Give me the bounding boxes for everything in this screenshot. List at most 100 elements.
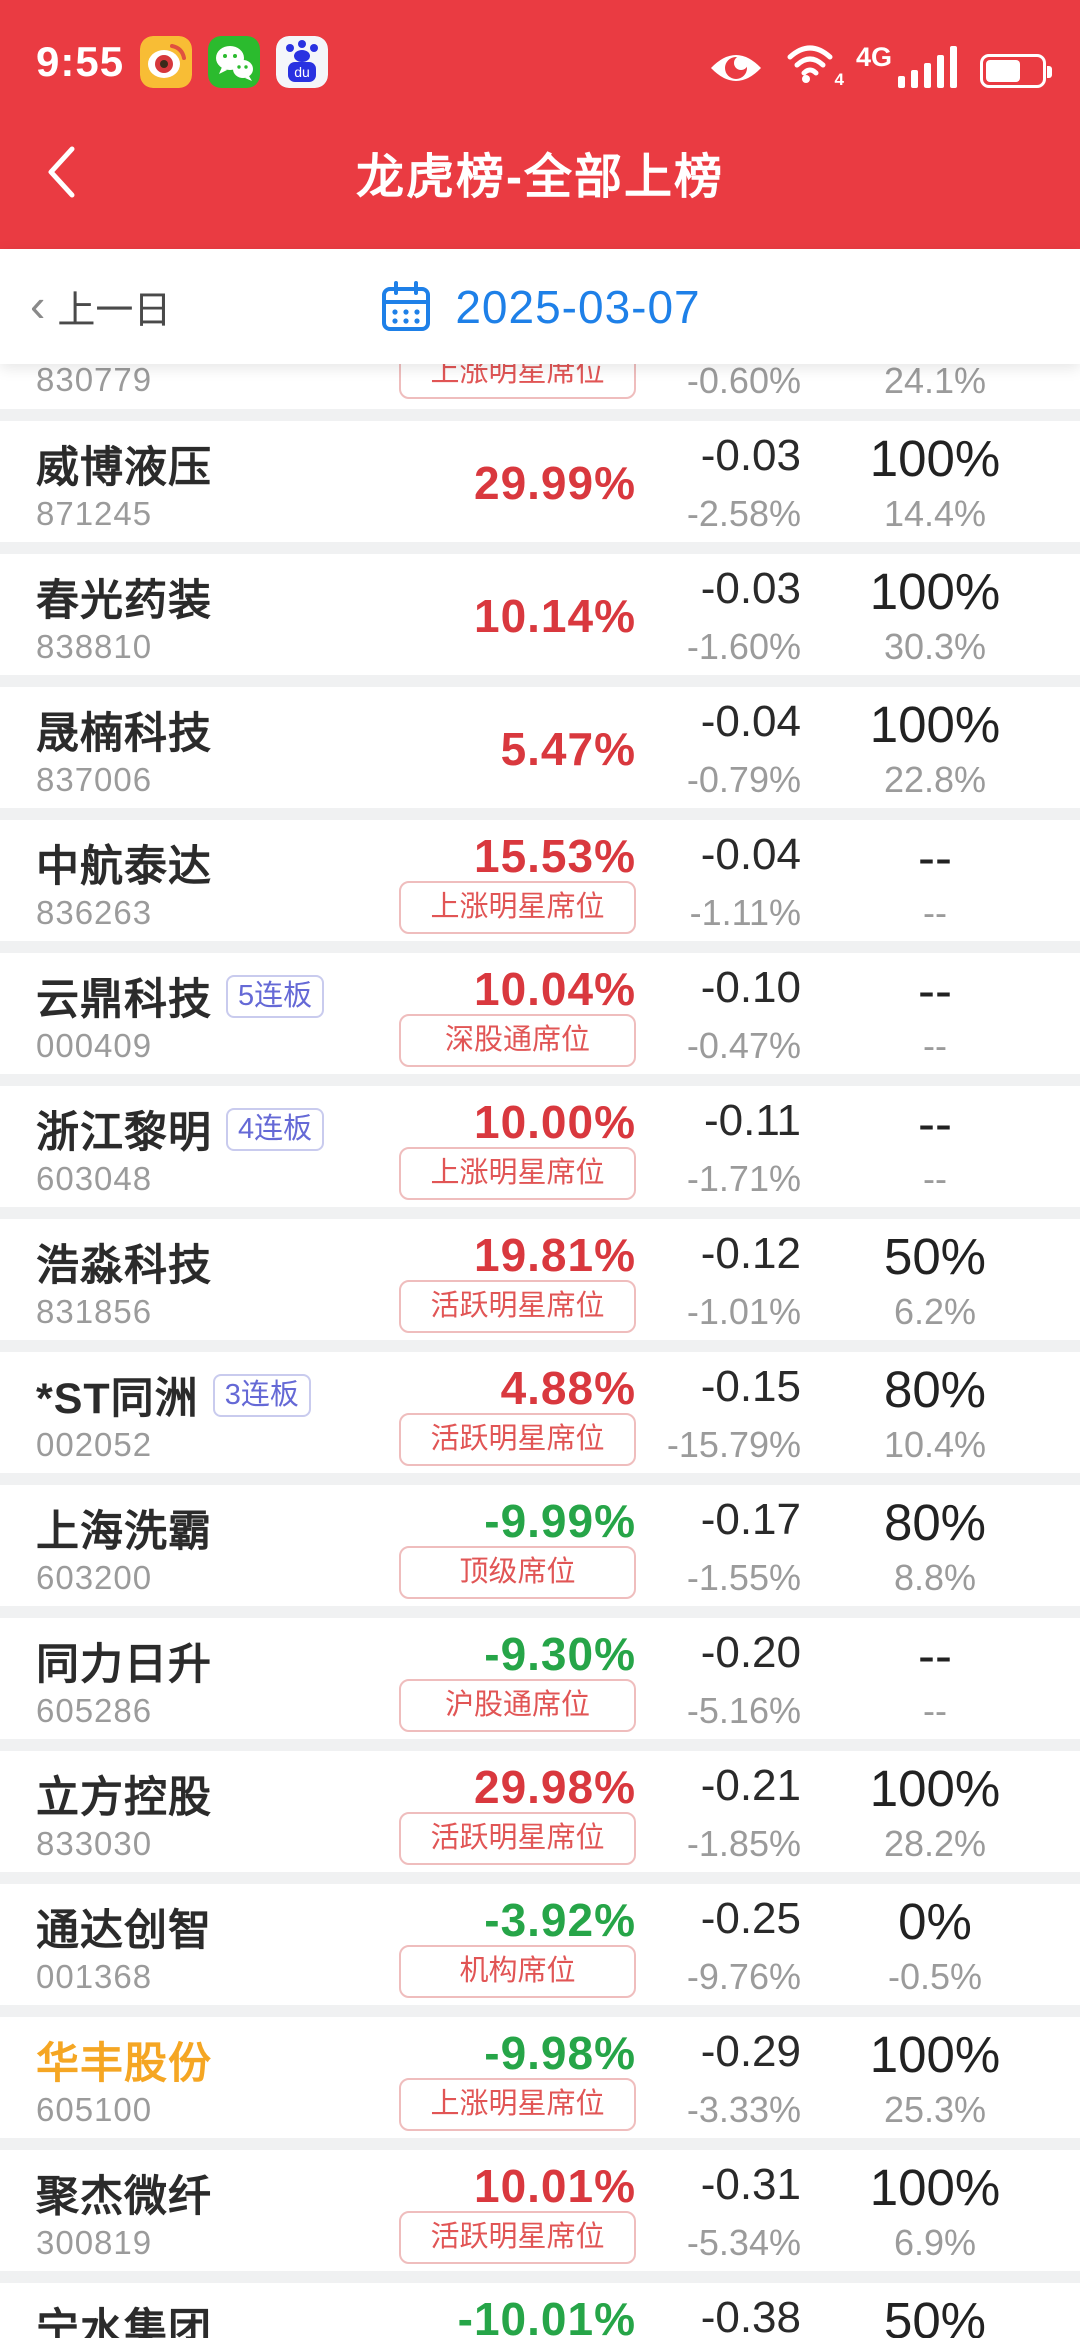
- price-change: -0.17: [700, 1495, 801, 1545]
- seat-tag: 活跃明星席位: [399, 1811, 636, 1866]
- seal-ratio: 50%: [883, 1228, 987, 1286]
- eye-protection-icon: [710, 55, 761, 81]
- price-change: -0.10: [700, 963, 801, 1013]
- change-percent: 4.88%: [500, 1362, 636, 1415]
- seal-ratio-sub: --: [923, 891, 947, 933]
- price-change: -0.03: [700, 564, 801, 614]
- change-percent: -3.92%: [484, 1894, 636, 1947]
- wechat-notification-icon: [208, 36, 261, 88]
- header: 9:55: [0, 0, 1080, 249]
- change-percent: -9.30%: [484, 1628, 636, 1681]
- selected-date: 2025-03-07: [455, 280, 701, 333]
- stock-name: 威博液压: [36, 444, 212, 493]
- network-type-label: 4G: [855, 42, 892, 72]
- stock-row[interactable]: 春光药装 838810 10.14% -0.03 -1.60% 100% 30.…: [0, 554, 1080, 688]
- seal-ratio: 100%: [869, 696, 1001, 754]
- price-change-percent: -1.55%: [686, 1556, 801, 1598]
- stock-row[interactable]: 聚杰微纤 300819 10.01% 活跃明星席位 -0.31 -5.34% 1…: [0, 2150, 1080, 2284]
- price-change-percent: -15.79%: [666, 1423, 801, 1465]
- stock-row[interactable]: 浙江黎明 4连板 603048 10.00% 上涨明星席位 -0.11 -1.7…: [0, 1086, 1080, 1220]
- stock-row[interactable]: 云鼎科技 5连板 000409 10.04% 深股通席位 -0.10 -0.47…: [0, 953, 1080, 1087]
- battery-icon: [980, 54, 1052, 88]
- stock-row[interactable]: 830779 上涨明星席位 -0.60% 24.1%: [0, 364, 1080, 422]
- stock-name: 浙江黎明: [36, 1109, 212, 1158]
- change-percent: 15.53%: [473, 830, 636, 883]
- back-button[interactable]: [26, 132, 96, 212]
- stock-name: 云鼎科技: [36, 976, 212, 1025]
- stock-row[interactable]: 浩淼科技 831856 19.81% 活跃明星席位 -0.12 -1.01% 5…: [0, 1219, 1080, 1353]
- price-change: -0.12: [700, 1229, 801, 1279]
- price-change: -0.20: [700, 1628, 801, 1678]
- stock-row[interactable]: *ST同洲 3连板 002052 4.88% 活跃明星席位 -0.15 -15.…: [0, 1352, 1080, 1486]
- seat-tag: 上涨明星席位: [399, 1146, 636, 1201]
- nav-bar: 龙虎榜-全部上榜: [0, 94, 1080, 249]
- seal-ratio: 100%: [869, 1760, 1001, 1818]
- seal-ratio-sub: --: [923, 1024, 947, 1066]
- date-picker-button[interactable]: 2025-03-07: [379, 280, 700, 334]
- price-change-percent: -1.85%: [686, 1822, 801, 1864]
- stock-code: 838810: [36, 628, 153, 666]
- change-percent: -9.98%: [484, 2027, 636, 2080]
- streak-badge: 4连板: [226, 1107, 325, 1152]
- seat-tag: 活跃明星席位: [399, 1412, 636, 1467]
- stock-name: 通达创智: [36, 1907, 212, 1956]
- seal-ratio: 100%: [869, 430, 1001, 488]
- stock-list[interactable]: 830779 上涨明星席位 -0.60% 24.1% 威博液压 871245 2…: [0, 364, 1080, 2338]
- weibo-notification-icon: [140, 36, 193, 88]
- seat-tag: 上涨明星席位: [399, 364, 636, 400]
- seal-ratio: 80%: [883, 1494, 987, 1552]
- seat-tag: 活跃明星席位: [399, 1279, 636, 1334]
- change-percent: 10.00%: [473, 1096, 636, 1149]
- stock-row[interactable]: 同力日升 605286 -9.30% 沪股通席位 -0.20 -5.16% --…: [0, 1618, 1080, 1752]
- seal-ratio-sub: 10.4%: [883, 1423, 987, 1465]
- stock-name: *ST同洲: [36, 1375, 199, 1424]
- change-percent: -9.99%: [484, 1495, 636, 1548]
- prev-day-button[interactable]: ‹ 上一日: [30, 279, 171, 334]
- stock-row[interactable]: 晟楠科技 837006 5.47% -0.04 -0.79% 100% 22.8…: [0, 687, 1080, 821]
- price-change: -0.31: [700, 2160, 801, 2210]
- change-percent: 19.81%: [473, 1229, 636, 1282]
- price-change-percent: -2.58%: [686, 492, 801, 534]
- stock-code: 605100: [36, 2091, 153, 2129]
- stock-row[interactable]: 上海洗霸 603200 -9.99% 顶级席位 -0.17 -1.55% 80%…: [0, 1485, 1080, 1619]
- stock-row[interactable]: 华丰股份 605100 -9.98% 上涨明星席位 -0.29 -3.33% 1…: [0, 2017, 1080, 2151]
- price-change: -0.04: [700, 697, 801, 747]
- seal-ratio: 0%: [898, 1893, 972, 1951]
- seal-ratio: 100%: [869, 2159, 1001, 2217]
- stock-name: 宁水集团: [36, 2306, 212, 2338]
- clock: 9:55: [36, 38, 125, 85]
- stock-name: 聚杰微纤: [36, 2173, 212, 2222]
- seal-ratio: --: [918, 1627, 952, 1685]
- stock-row[interactable]: 宁水集团 -10.01% -0.38 50%: [0, 2283, 1080, 2338]
- change-percent: 5.47%: [500, 722, 636, 775]
- price-change-percent: -1.60%: [686, 625, 801, 667]
- price-change-percent: -1.71%: [686, 1157, 801, 1199]
- baidu-notification-icon: du: [276, 36, 329, 88]
- stock-code: 831856: [36, 1293, 153, 1331]
- seal-ratio: 100%: [869, 2026, 1001, 2084]
- seat-tag: 上涨明星席位: [399, 2077, 636, 2132]
- stock-row[interactable]: 中航泰达 836263 15.53% 上涨明星席位 -0.04 -1.11% -…: [0, 820, 1080, 954]
- stock-name: 中航泰达: [36, 843, 212, 892]
- seal-ratio-sub: 22.8%: [883, 758, 987, 800]
- change-percent: -10.01%: [457, 2293, 636, 2338]
- baidu-label-glyph: du: [294, 64, 310, 80]
- stock-code: 300819: [36, 2224, 153, 2262]
- stock-code: 001368: [36, 1958, 153, 1996]
- back-chevron-icon: [48, 146, 75, 197]
- stock-row[interactable]: 威博液压 871245 29.99% -0.03 -2.58% 100% 14.…: [0, 421, 1080, 555]
- price-change: -0.21: [700, 1761, 801, 1811]
- status-bar: 9:55: [0, 0, 1080, 94]
- stock-code: 833030: [36, 1825, 153, 1863]
- stock-name: 晟楠科技: [36, 710, 212, 759]
- seal-ratio-sub: 14.4%: [883, 492, 987, 534]
- stock-row[interactable]: 立方控股 833030 29.98% 活跃明星席位 -0.21 -1.85% 1…: [0, 1751, 1080, 1885]
- stock-row[interactable]: 通达创智 001368 -3.92% 机构席位 -0.25 -9.76% 0% …: [0, 1884, 1080, 2018]
- seat-tag: 沪股通席位: [399, 1678, 636, 1733]
- seal-ratio-sub: 30.3%: [883, 625, 987, 667]
- prev-day-label: 上一日: [57, 290, 172, 333]
- price-change-percent: -5.16%: [686, 1689, 801, 1731]
- price-change: -0.29: [700, 2027, 801, 2077]
- cellular-signal-icon: 4G: [856, 44, 960, 88]
- seal-ratio: 50%: [883, 2292, 987, 2338]
